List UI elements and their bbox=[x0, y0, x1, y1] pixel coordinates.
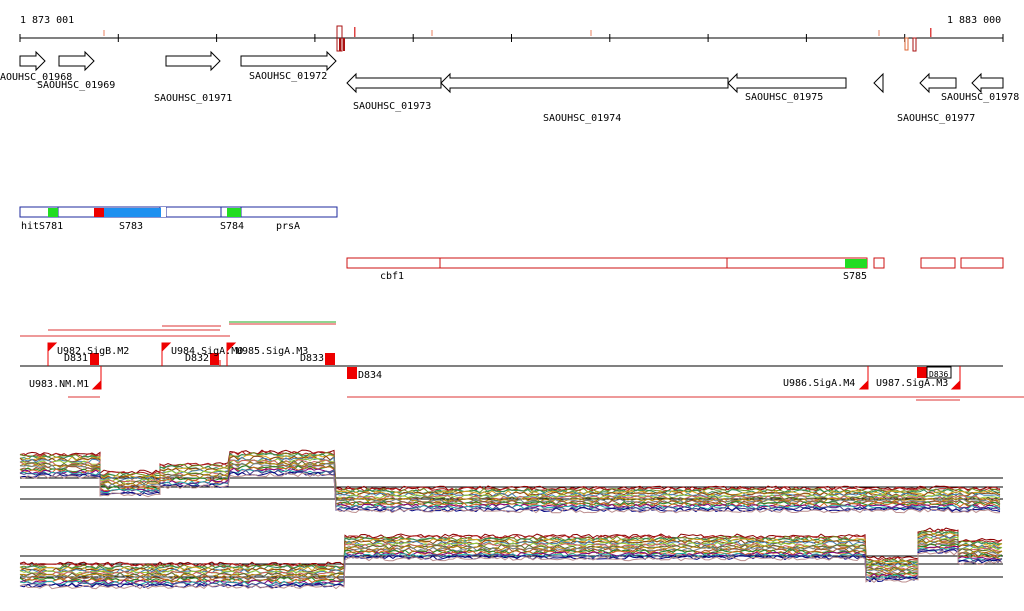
gene-label: SAOUHSC_01977 bbox=[897, 113, 975, 124]
feature-label: U982.SigB.M2 bbox=[57, 346, 129, 357]
expression-curve bbox=[19, 465, 1001, 507]
feature-label: D832 bbox=[185, 353, 209, 364]
coordinate-ruler: 1 873 001 1 883 000 bbox=[19, 15, 1004, 52]
gene-arrow-01969[interactable] bbox=[58, 50, 95, 72]
feature-label: U983.NM.M1 bbox=[29, 379, 89, 390]
feature-label: U987.SigA.M3 bbox=[876, 378, 948, 389]
gene-arrow-01974[interactable] bbox=[440, 72, 729, 94]
expression-curve bbox=[19, 540, 1003, 580]
forward-genes-track: AOUHSC_01968 SAOUHSC_01969 SAOUHSC_01971… bbox=[0, 50, 337, 104]
gene-arrow-01972[interactable] bbox=[240, 50, 337, 72]
expression-curve bbox=[19, 530, 1003, 570]
expression-curve bbox=[19, 536, 1003, 575]
segment-label: S784 bbox=[220, 221, 244, 232]
ruler-ticks bbox=[19, 34, 1004, 42]
segments-top-track: hitS781 S783 S784 prsA bbox=[19, 206, 338, 232]
expression-curve bbox=[19, 549, 1003, 589]
feature-label: D834 bbox=[358, 370, 382, 381]
expression-profiles bbox=[19, 527, 1003, 590]
gene-label: SAOUHSC_01974 bbox=[543, 113, 621, 124]
ruler-highlight-marks bbox=[103, 25, 932, 52]
expression-curve bbox=[19, 463, 1001, 506]
expression-curve bbox=[19, 527, 1003, 567]
gene-arrow-01971[interactable] bbox=[165, 50, 221, 72]
sigma-block-green bbox=[48, 208, 58, 217]
expression-curve bbox=[19, 452, 1001, 495]
segment-label: S785 bbox=[843, 271, 867, 282]
gene-arrow-01977[interactable] bbox=[919, 72, 957, 94]
gene-label: SAOUHSC_01975 bbox=[745, 92, 823, 103]
gene-label: AOUHSC_01968 bbox=[0, 72, 72, 83]
segment-small[interactable] bbox=[920, 257, 956, 269]
features-track: U982.SigB.M2 D831 U984.SigA.M0 D832 U985… bbox=[20, 321, 1024, 401]
expression-curve bbox=[19, 532, 1003, 572]
expression-curve bbox=[19, 546, 1003, 586]
terminator-block bbox=[94, 208, 104, 217]
gene-arrow-01968[interactable] bbox=[19, 50, 46, 72]
segment-small[interactable] bbox=[873, 257, 885, 269]
feature-label: U985.SigA.M3 bbox=[236, 346, 308, 357]
segments-bottom-track: cbf1 S785 bbox=[346, 257, 1004, 282]
feature-label: U984.SigA.M0 bbox=[171, 346, 243, 357]
feature-label: D831 bbox=[64, 353, 88, 364]
segment-region-top[interactable] bbox=[19, 206, 338, 218]
segment-label: cbf1 bbox=[380, 271, 404, 282]
segment-label: prsA bbox=[276, 221, 300, 232]
expression-curve bbox=[19, 544, 1003, 584]
gene-arrow-small[interactable] bbox=[873, 72, 884, 94]
segment-label: S783 bbox=[119, 221, 143, 232]
segment-small[interactable] bbox=[960, 257, 1004, 269]
segment-region-bottom[interactable] bbox=[346, 257, 868, 269]
expression-curve bbox=[19, 538, 1003, 578]
gene-arrow-01975[interactable] bbox=[727, 72, 847, 94]
expression-profiles bbox=[19, 449, 1001, 514]
gene-label: SAOUHSC_01971 bbox=[154, 93, 232, 104]
expression-curve bbox=[19, 449, 1001, 491]
sigma-block-green bbox=[227, 208, 241, 217]
segment-label: hitS781 bbox=[21, 221, 63, 232]
expression-curve bbox=[19, 550, 1003, 590]
ruler-start-label: 1 873 001 bbox=[20, 15, 74, 26]
feature-label: D833 bbox=[300, 353, 324, 364]
gene-label: SAOUHSC_01973 bbox=[353, 101, 431, 112]
gene-label: SAOUHSC_01978 bbox=[941, 92, 1019, 103]
reverse-genes-track: SAOUHSC_01973 SAOUHSC_01974 SAOUHSC_0197… bbox=[346, 72, 1019, 124]
gene-arrow-01978[interactable] bbox=[971, 72, 1004, 94]
expression-curve bbox=[19, 469, 1001, 511]
feature-label: D836 bbox=[929, 370, 948, 379]
feature-label: U986.SigA.M4 bbox=[783, 378, 855, 389]
gene-label: SAOUHSC_01972 bbox=[249, 71, 327, 82]
expression-curve bbox=[19, 459, 1001, 501]
expression-curve bbox=[19, 454, 1001, 496]
expression-panel-top bbox=[19, 449, 1003, 514]
sigma-block-blue bbox=[104, 208, 161, 217]
expression-curve bbox=[19, 472, 1000, 514]
gene-arrow-01973[interactable] bbox=[346, 72, 442, 94]
expression-panel-bottom bbox=[19, 527, 1003, 590]
ruler-end-label: 1 883 000 bbox=[947, 15, 1001, 26]
gene-label: SAOUHSC_01969 bbox=[37, 80, 115, 91]
sigma-block-green bbox=[845, 259, 867, 268]
